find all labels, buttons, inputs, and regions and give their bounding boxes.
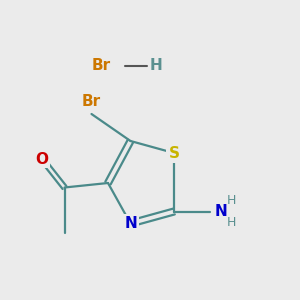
Text: S: S bbox=[169, 146, 179, 160]
Text: O: O bbox=[35, 152, 49, 166]
Text: H: H bbox=[149, 58, 162, 74]
Text: H: H bbox=[226, 215, 236, 229]
Text: N: N bbox=[124, 216, 137, 231]
Text: H: H bbox=[226, 194, 236, 208]
Text: Br: Br bbox=[82, 94, 101, 110]
Text: Br: Br bbox=[92, 58, 111, 74]
Text: N: N bbox=[214, 204, 227, 219]
